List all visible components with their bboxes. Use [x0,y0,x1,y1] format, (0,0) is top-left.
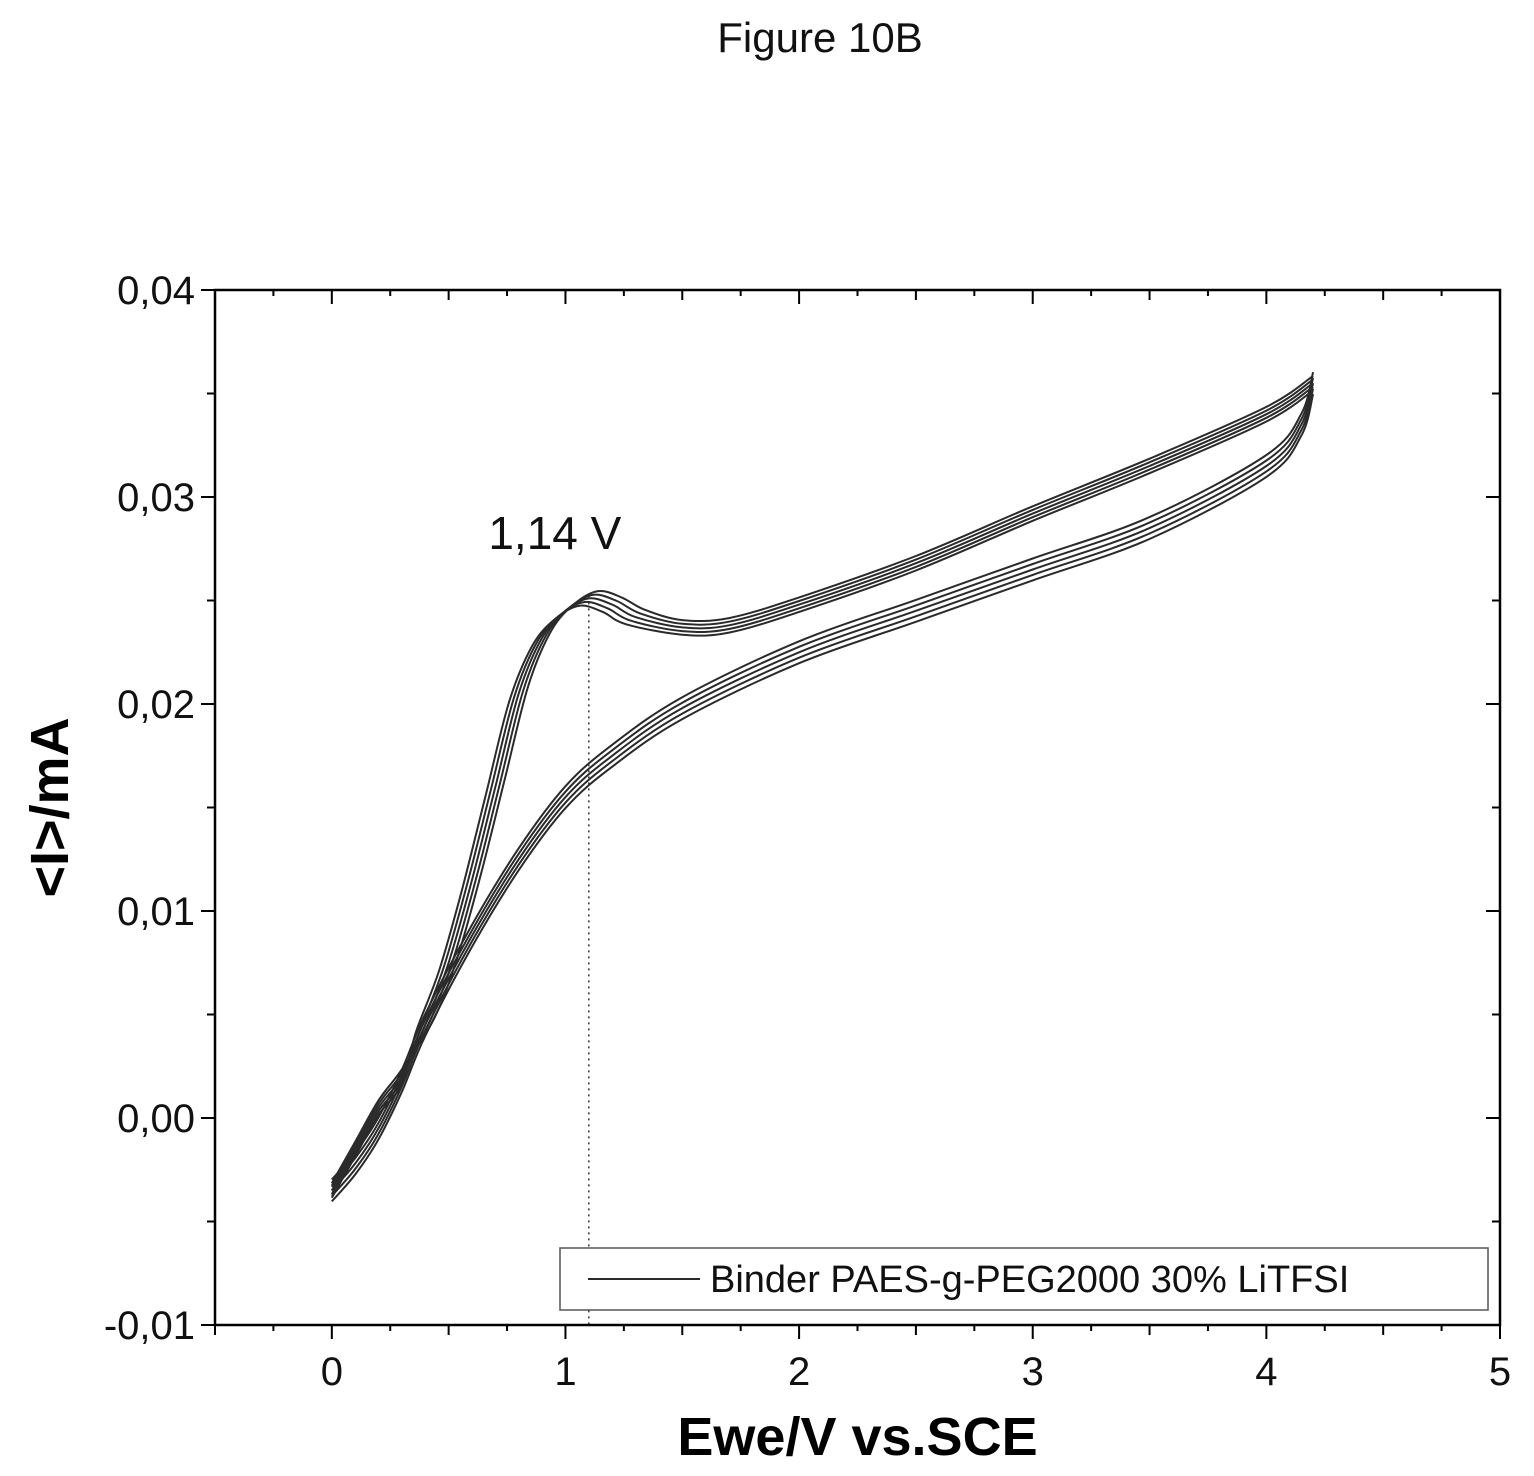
cycle-reverse-line [331,377,1315,1186]
curves-group [330,371,1315,1203]
legend-box [559,1247,1489,1311]
x-tick-label: 5 [1489,1350,1511,1394]
x-axis: 0 1 2 3 4 5 [214,290,1511,1394]
cycle-reverse-line [331,393,1315,1203]
y-tick-label: 0,03 [117,476,195,520]
x-tick-label: 0 [321,1350,343,1394]
cycle-forward-line [330,382,1314,1191]
legend: Binder PAES-g-PEG2000 30% LiTFSI [559,1247,1489,1311]
cycle-reverse-line [331,371,1315,1181]
legend-label: Binder PAES-g-PEG2000 30% LiTFSI [710,1259,1349,1301]
x-tick-label: 3 [1022,1350,1044,1394]
cycle-forward-line [330,389,1314,1199]
x-tick-label: 2 [788,1350,810,1394]
y-tick-label: 0,02 [117,683,195,727]
plot-frame [213,288,1502,1327]
y-axis: -0,01 0,00 0,01 0,02 0,03 0,04 [104,269,1500,1348]
y-tick-label: 0,00 [117,1097,195,1141]
y-tick-label: 0,01 [117,890,195,934]
figure-title: Figure 10B [717,14,923,61]
cycle-reverse-line [331,388,1315,1197]
cycle-forward-line [330,375,1314,1184]
x-tick-label: 4 [1255,1350,1277,1394]
cycle-reverse-line [331,382,1315,1192]
y-tick-label: -0,01 [104,1304,195,1348]
y-axis-title: <I>/mA [20,717,80,897]
cycle-forward-line [330,378,1314,1188]
x-axis-title: Ewe/V vs.SCE [677,1407,1037,1467]
x-tick-label: 1 [554,1350,576,1394]
cycle-forward-line [330,385,1314,1195]
peak-annotation: 1,14 V [488,507,621,559]
y-tick-label: 0,04 [117,269,195,313]
